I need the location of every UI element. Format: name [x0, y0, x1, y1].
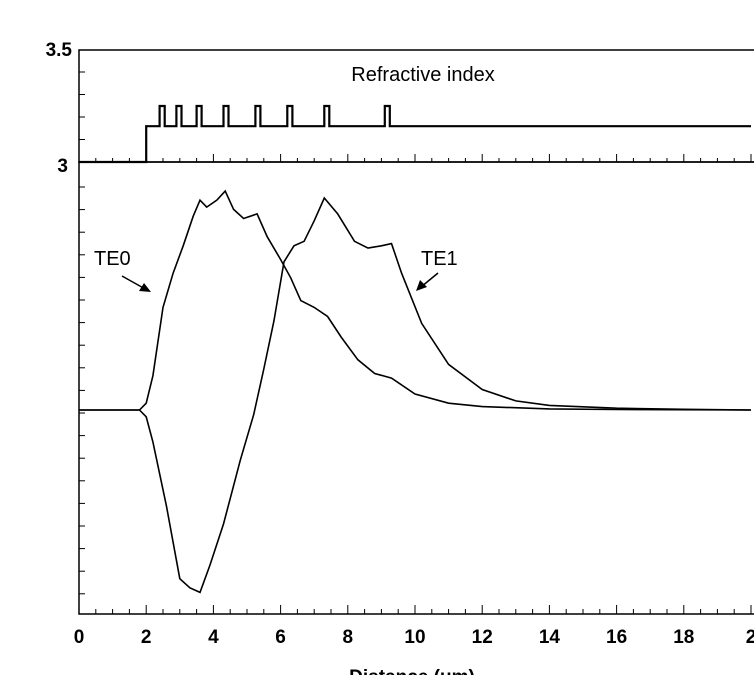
te1-line: [79, 196, 752, 594]
x-tick-label: 4: [208, 627, 219, 648]
x-axis-title: Distance (um): [349, 667, 475, 675]
te1-annotation: TE1: [421, 248, 458, 270]
x-tick-label: 0: [74, 627, 85, 648]
x-tick-label: 6: [275, 627, 286, 648]
x-tick-label: 8: [343, 627, 354, 648]
y-tick-label-top: 3.5: [46, 40, 73, 61]
te1-arrowhead: [416, 280, 427, 291]
x-tick-label: 12: [472, 627, 493, 648]
te0-arrowhead: [139, 283, 151, 292]
y-tick-label-bottom: 3: [57, 156, 68, 177]
x-tick-labels: 0 2 4 6 8 10 12 14 16 18 2: [74, 627, 754, 648]
x-tick-label: 14: [539, 627, 561, 648]
x-tick-label: 10: [404, 627, 425, 648]
x-tick-label: 2: [141, 627, 152, 648]
x-tick-label: 2: [746, 627, 754, 648]
x-tick-label: 18: [673, 627, 694, 648]
bottom-panel-ticks: [78, 186, 752, 614]
top-panel-title: Refractive index: [351, 64, 494, 86]
te0-line: [79, 189, 752, 411]
te0-annotation: TE0: [94, 248, 131, 270]
refractive-index-line: [79, 104, 751, 164]
x-tick-label: 16: [606, 627, 627, 648]
bottom-panel-frame: [78, 161, 754, 615]
